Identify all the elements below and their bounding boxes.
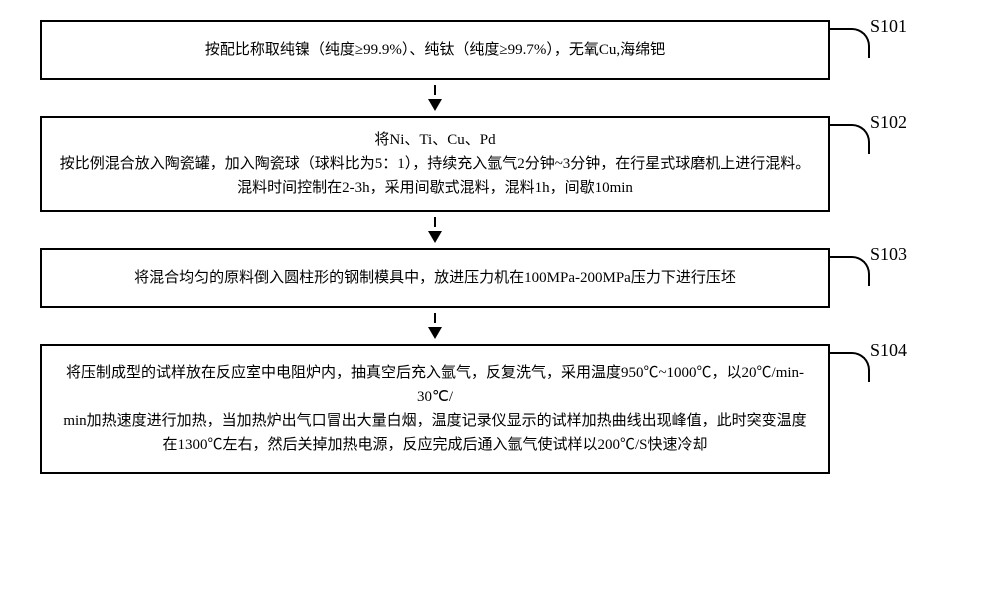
step-connector: [828, 352, 870, 382]
flow-step-box: 按配比称取纯镍（纯度≥99.9%）、纯钛（纯度≥99.7%），无氧Cu,海绵钯: [40, 20, 830, 80]
flow-step-box: 将混合均匀的原料倒入圆柱形的钢制模具中，放进压力机在100MPa-200MPa压…: [40, 248, 830, 308]
flow-step-text: 按配比称取纯镍（纯度≥99.9%）、纯钛（纯度≥99.7%），无氧Cu,海绵钯: [56, 38, 814, 62]
flow-arrow: [40, 88, 830, 108]
flow-step-text: min加热速度进行加热，当加热炉出气口冒出大量白烟，温度记录仪显示的试样加热曲线…: [56, 409, 814, 457]
flow-step-text: 将压制成型的试样放在反应室中电阻炉内，抽真空后充入氩气，反复洗气，采用温度950…: [56, 361, 814, 409]
flow-step-row: 将混合均匀的原料倒入圆柱形的钢制模具中，放进压力机在100MPa-200MPa压…: [40, 248, 920, 308]
flow-step-box: 将Ni、Ti、Cu、Pd按比例混合放入陶瓷罐，加入陶瓷球（球料比为5：1），持续…: [40, 116, 830, 212]
flow-step-text: 将混合均匀的原料倒入圆柱形的钢制模具中，放进压力机在100MPa-200MPa压…: [56, 266, 814, 290]
chevron-down-icon: [428, 327, 442, 339]
flow-step-label: S102: [870, 112, 907, 133]
flow-step-row: 将Ni、Ti、Cu、Pd按比例混合放入陶瓷罐，加入陶瓷球（球料比为5：1），持续…: [40, 116, 920, 212]
flow-step-row: 将压制成型的试样放在反应室中电阻炉内，抽真空后充入氩气，反复洗气，采用温度950…: [40, 344, 920, 474]
flow-step-label: S101: [870, 16, 907, 37]
chevron-down-icon: [428, 231, 442, 243]
flowchart-container: 按配比称取纯镍（纯度≥99.9%）、纯钛（纯度≥99.7%），无氧Cu,海绵钯 S…: [40, 20, 920, 474]
flow-step-text: 按比例混合放入陶瓷罐，加入陶瓷球（球料比为5：1），持续充入氩气2分钟~3分钟，…: [56, 152, 814, 200]
step-connector: [828, 28, 870, 58]
flow-step-label: S104: [870, 340, 907, 361]
step-connector: [828, 124, 870, 154]
flow-step-row: 按配比称取纯镍（纯度≥99.9%）、纯钛（纯度≥99.7%），无氧Cu,海绵钯S…: [40, 20, 920, 80]
step-connector: [828, 256, 870, 286]
chevron-down-icon: [428, 99, 442, 111]
flow-step-label: S103: [870, 244, 907, 265]
flow-step-text: 将Ni、Ti、Cu、Pd: [56, 128, 814, 152]
flow-arrow: [40, 220, 830, 240]
flow-step-box: 将压制成型的试样放在反应室中电阻炉内，抽真空后充入氩气，反复洗气，采用温度950…: [40, 344, 830, 474]
flow-arrow: [40, 316, 830, 336]
